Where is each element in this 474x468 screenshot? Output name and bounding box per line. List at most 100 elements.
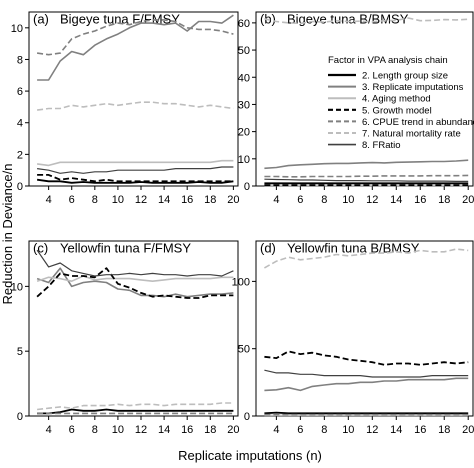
series-line-3 (37, 14, 234, 81)
x-axis-label: Replicate imputations (n) (178, 448, 322, 463)
y-tick-label: 60 (238, 18, 250, 30)
x-tick-label: 20 (462, 194, 474, 206)
y-tick-label: 0 (17, 181, 23, 193)
x-tick-label: 16 (414, 194, 426, 206)
y-tick-label: 10 (238, 154, 250, 166)
x-tick-label: 4 (46, 194, 52, 206)
series-line-5 (264, 350, 469, 366)
x-tick-label: 10 (342, 194, 354, 206)
x-tick-label: 6 (297, 424, 303, 436)
y-tick-label: 40 (238, 72, 250, 84)
y-tick-label: 0 (244, 181, 250, 193)
x-tick-label: 14 (390, 194, 402, 206)
x-tick-label: 16 (181, 424, 193, 436)
series-line-6 (36, 19, 234, 56)
y-tick-label: 50 (238, 45, 250, 57)
x-tick-label: 18 (204, 424, 216, 436)
x-tick-label: 12 (135, 424, 147, 436)
y-tick-label: 0 (17, 411, 23, 423)
y-tick-label: 20 (238, 127, 250, 139)
legend-entry-label: 8. FRatio (362, 140, 401, 151)
x-tick-label: 6 (297, 194, 303, 206)
legend-entry-label: 6. CPUE trend in abundance (362, 117, 474, 128)
x-tick-label: 4 (273, 194, 279, 206)
series-line-8 (264, 369, 469, 378)
series-line-5 (36, 267, 234, 299)
panel-4: (d) Yellowfin tuna B/BMSY 0 50 100 4 6 8 10 12 14 1… (232, 240, 474, 436)
series-line-7 (264, 17, 469, 25)
x-tick-label: 16 (181, 194, 193, 206)
y-tick-label: 5 (17, 346, 23, 358)
x-tick-label: 12 (366, 424, 378, 436)
y-tick-label: 10 (11, 23, 23, 35)
x-tick-label: 14 (158, 194, 170, 206)
x-tick-label: 4 (273, 424, 279, 436)
x-tick-label: 16 (414, 424, 426, 436)
y-tick-label: 50 (238, 344, 250, 356)
x-tick-label: 4 (46, 424, 52, 436)
x-tick-label: 14 (390, 424, 402, 436)
x-tick-label: 12 (135, 194, 147, 206)
x-tick-label: 12 (366, 194, 378, 206)
series-line-7 (37, 402, 234, 411)
y-tick-label: 8 (17, 54, 23, 66)
series-line-8 (37, 166, 234, 174)
y-tick-label: 100 (232, 276, 250, 288)
y-tick-label: 10 (11, 281, 23, 293)
x-tick-label: 18 (204, 194, 216, 206)
legend-entry-label: 4. Aging method (362, 94, 431, 105)
x-tick-label: 8 (92, 424, 98, 436)
y-tick-label: 2 (17, 149, 23, 161)
series-line-4 (36, 159, 234, 167)
panel-title: Yellowfin tuna F/FMSY (60, 241, 191, 256)
series-line-7 (36, 101, 234, 111)
plot-frame (255, 240, 474, 417)
series-line-6 (264, 174, 469, 178)
x-tick-label: 20 (227, 424, 239, 436)
series-line-7 (264, 248, 469, 269)
series-line-8 (264, 178, 469, 182)
x-tick-label: 18 (438, 194, 450, 206)
x-tick-label: 14 (158, 424, 170, 436)
panel-title: Bigeye tuna B/BMSY (287, 12, 409, 27)
series-line-3 (264, 377, 469, 392)
series-line-2 (37, 408, 234, 415)
panel-label: (c) (33, 241, 48, 256)
series-line-8 (36, 249, 234, 277)
panel-3: (c) Yellowfin tuna F/FMSY 0 5 10 4 6 8 10 12 14 16 1… (11, 240, 240, 436)
legend-entry-label: 3. Replicate imputations (362, 82, 464, 93)
x-tick-label: 10 (112, 424, 124, 436)
x-tick-label: 6 (69, 194, 75, 206)
x-tick-label: 20 (227, 194, 239, 206)
panel-label: (a) (33, 12, 49, 27)
series-line-5 (37, 173, 234, 183)
x-tick-label: 6 (69, 424, 75, 436)
series-line-4 (36, 275, 234, 283)
legend-entry-label: 2. Length group size (362, 71, 448, 82)
y-tick-label: 0 (244, 411, 250, 423)
y-tick-label: 4 (17, 118, 23, 130)
x-tick-label: 8 (321, 424, 327, 436)
plot-frame (28, 11, 239, 187)
x-tick-label: 10 (112, 194, 124, 206)
x-tick-label: 8 (92, 194, 98, 206)
plot-frame (28, 240, 239, 417)
y-tick-label: 30 (238, 99, 250, 111)
legend-entry-label: 5. Growth model (362, 105, 432, 116)
x-tick-label: 18 (438, 424, 450, 436)
x-tick-label: 10 (342, 424, 354, 436)
series-line-2 (264, 411, 469, 415)
series-line-3 (264, 159, 469, 170)
y-tick-label: 6 (17, 86, 23, 98)
x-tick-label: 8 (321, 194, 327, 206)
panel-title: Yellowfin tuna B/BMSY (287, 241, 420, 256)
series-line-3 (36, 267, 234, 298)
x-tick-label: 20 (462, 424, 474, 436)
y-axis-label: Reduction in Deviance/n (0, 164, 15, 305)
legend: Factor in VPA analysis chain 2. Length gr… (328, 55, 474, 151)
panel-label: (d) (260, 241, 276, 256)
